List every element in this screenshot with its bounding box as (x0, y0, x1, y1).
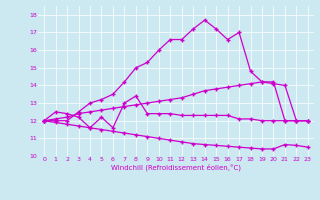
X-axis label: Windchill (Refroidissement éolien,°C): Windchill (Refroidissement éolien,°C) (111, 164, 241, 171)
